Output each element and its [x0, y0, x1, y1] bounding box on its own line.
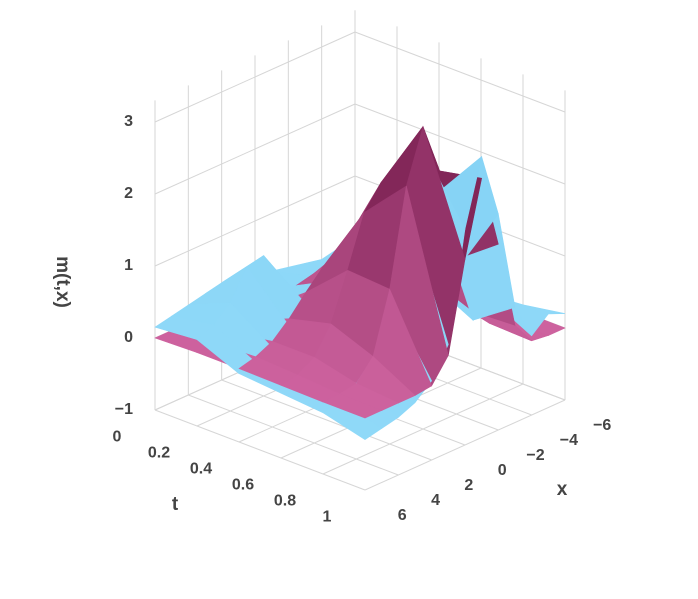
y-tick-label: 0.2	[148, 445, 170, 462]
surface-cell	[322, 401, 383, 440]
x-tick-label: 0	[498, 462, 507, 479]
x-tick-label: −2	[526, 447, 544, 464]
x-tick-label: 6	[398, 507, 407, 524]
y-tick-label: 0.4	[190, 461, 212, 478]
x-tick-label: −6	[593, 417, 611, 434]
y-tick-label: 0.6	[232, 477, 254, 494]
grid-line	[154, 31, 356, 123]
y-tick-label: 0.8	[274, 493, 296, 510]
grid-line	[154, 409, 366, 491]
grid-line	[188, 394, 399, 476]
y-axis-title: t	[172, 494, 179, 515]
x-axis-title: x	[557, 479, 568, 500]
surface-cell	[322, 393, 383, 419]
y-tick-label: 1	[323, 509, 332, 526]
x-tick-label: −4	[560, 432, 578, 449]
grid-line	[221, 379, 432, 461]
grid-line	[154, 175, 356, 267]
grid-line	[154, 103, 356, 195]
grid-line	[354, 31, 566, 113]
y-tick-label: 0	[113, 429, 122, 446]
x-tick-label: 2	[464, 477, 473, 494]
z-tick-label: 3	[124, 113, 133, 130]
z-tick-label: −1	[115, 401, 133, 418]
z-tick-label: 0	[124, 329, 133, 346]
grid-line	[354, 103, 566, 185]
z-tick-label: 2	[124, 185, 133, 202]
grid-line	[364, 399, 566, 491]
grid-line	[322, 383, 524, 475]
z-axis-title: m(t,x)	[52, 256, 73, 308]
x-tick-label: 4	[431, 492, 440, 509]
z-tick-label: 1	[124, 257, 133, 274]
